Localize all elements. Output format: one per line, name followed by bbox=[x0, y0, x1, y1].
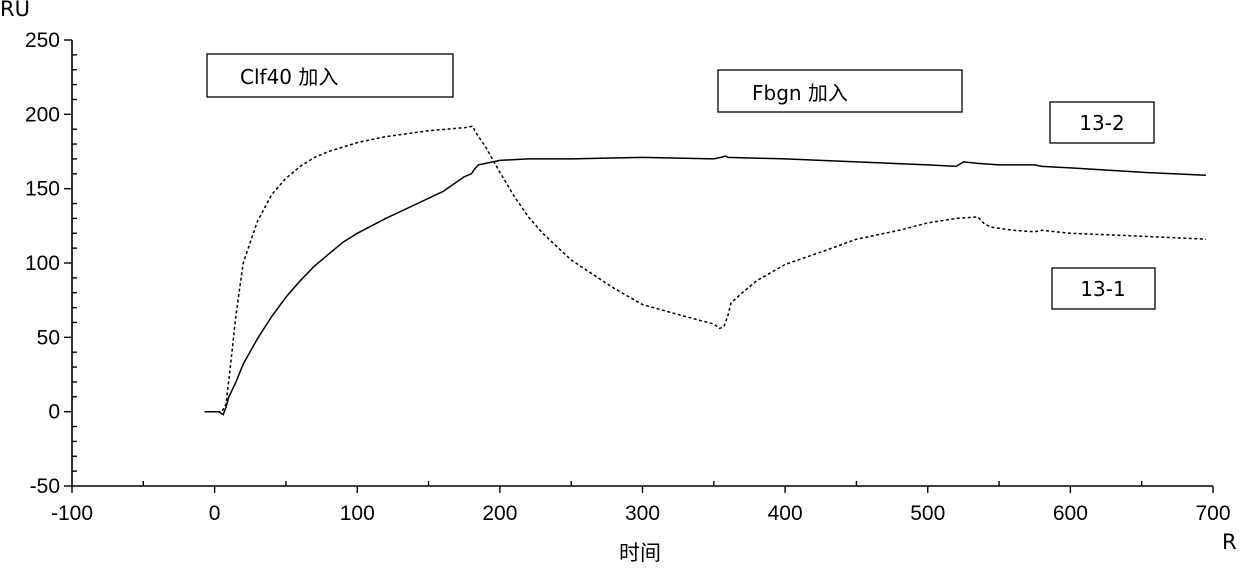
y-tick-label: 250 bbox=[25, 29, 60, 52]
y-axis-label: RU bbox=[0, 0, 30, 21]
series-label-13-2: 13-2 bbox=[1050, 102, 1154, 143]
x-axis-label: 时间 bbox=[619, 541, 661, 565]
annotation-fbgn: Fbgn 加入 bbox=[718, 70, 962, 112]
annotation-clf40: Clf40 加入 bbox=[207, 54, 453, 97]
x-tick-label: 700 bbox=[1195, 502, 1230, 525]
series-label-13-1: 13-1 bbox=[1052, 268, 1155, 309]
x-tick-label: 0 bbox=[209, 502, 221, 525]
x-tick-label: 400 bbox=[768, 502, 803, 525]
ticks bbox=[64, 40, 1213, 493]
x-tick-label: 300 bbox=[625, 502, 660, 525]
annotation-text: Fbgn 加入 bbox=[752, 81, 848, 105]
x-tick-label: -100 bbox=[51, 502, 93, 525]
y-tick-label: -50 bbox=[30, 475, 60, 498]
y-tick-label: 50 bbox=[37, 326, 60, 349]
x-tick-label: 600 bbox=[1053, 502, 1088, 525]
series-label-text: 13-1 bbox=[1080, 277, 1125, 301]
x-tick-label: 500 bbox=[910, 502, 945, 525]
y-tick-label: 100 bbox=[25, 252, 60, 275]
y-tick-label: 0 bbox=[48, 401, 60, 424]
y-tick-label: 200 bbox=[25, 103, 60, 126]
series-label-text: 13-2 bbox=[1079, 111, 1124, 135]
y-tick-label: 150 bbox=[25, 178, 60, 201]
x-tick-label: 200 bbox=[482, 502, 517, 525]
x-tick-label: 100 bbox=[340, 502, 375, 525]
annotation-text: Clf40 加入 bbox=[240, 65, 338, 89]
x-axis-end-label: R bbox=[1222, 530, 1237, 554]
